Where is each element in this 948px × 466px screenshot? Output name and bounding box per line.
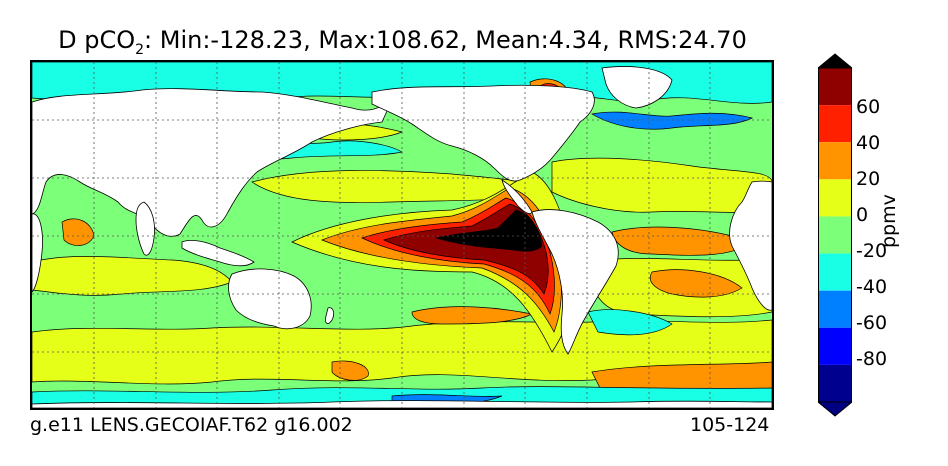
colorbar-tick-label: -60 — [856, 312, 888, 334]
title-subscript: 2 — [135, 41, 145, 58]
contour-sw-pacific-orange — [331, 360, 369, 381]
colorbar-tick-label: -20 — [856, 240, 888, 262]
greenland — [601, 66, 673, 109]
pco2-map — [32, 62, 772, 408]
colorbar-tick-label: 60 — [856, 96, 881, 118]
contour-atlantic-yellow — [551, 157, 772, 213]
title-prefix: D pCO — [58, 26, 136, 54]
colorbar-tick-label: -80 — [856, 348, 888, 370]
colorbar-band — [818, 179, 852, 217]
colorbar-band — [818, 68, 852, 106]
colorbar-tick-label: 0 — [856, 204, 869, 226]
colorbar-tick-label: 20 — [856, 168, 881, 190]
africa — [32, 213, 43, 293]
south-america — [531, 209, 619, 355]
north-america — [371, 84, 595, 182]
colorbar-band — [818, 105, 852, 143]
contour-patagonia-cyan — [587, 309, 673, 336]
title-suffix: : Min:-128.23, Max:108.62, Mean:4.34, RM… — [144, 26, 747, 54]
colorbar-unit-label: ppmv — [878, 194, 900, 248]
contour-north-blue-atlantic — [591, 111, 753, 130]
contour-south-indian-orange — [649, 269, 743, 298]
contour-eq-pacific-black — [435, 209, 543, 252]
colorbar-band — [818, 327, 852, 365]
new-zealand — [325, 307, 335, 324]
colorbar-extend-max — [818, 53, 852, 69]
footer-year-range: 105-124 — [690, 414, 770, 436]
colorbar-tick-label: 40 — [856, 132, 881, 154]
colorbar — [818, 53, 852, 417]
colorbar-band — [818, 142, 852, 180]
contour-south-atlantic-orange — [611, 226, 753, 256]
graticule — [32, 62, 772, 408]
land-masses — [32, 66, 772, 408]
central-america — [501, 179, 533, 214]
colorbar-extend-min — [818, 401, 852, 417]
eurasia — [32, 88, 393, 237]
australia — [228, 268, 312, 330]
map-panel — [30, 60, 774, 410]
plot-title: D pCO2: Min:-128.23, Max:108.62, Mean:4.… — [30, 26, 775, 58]
colorbar-tick-label: -40 — [856, 276, 888, 298]
india — [135, 201, 155, 256]
africa-right — [729, 180, 772, 311]
colorbar-band — [818, 253, 852, 291]
colorbar-outline — [818, 67, 852, 403]
colorbar-band — [818, 290, 852, 328]
footer-case-name: g.e11 LENS.GECOIAF.T62 g16.002 — [30, 414, 353, 436]
colorbar-band — [818, 364, 852, 402]
colorbar-band — [818, 216, 852, 254]
southeast-asia-islands — [181, 240, 255, 267]
contour-south-pacific-orange — [411, 306, 534, 325]
